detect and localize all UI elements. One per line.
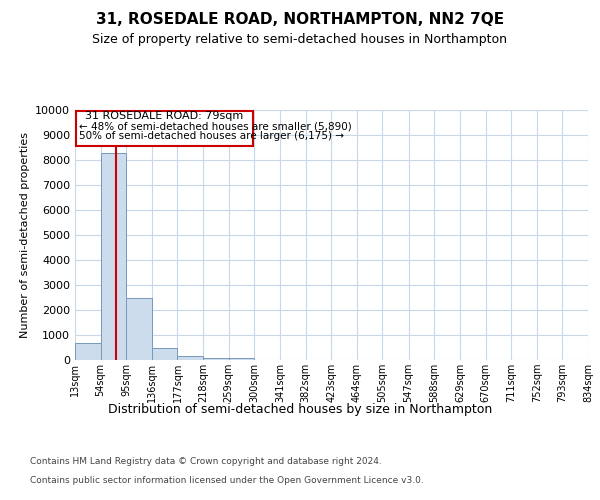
Bar: [126, 298, 152, 360]
Text: Contains public sector information licensed under the Open Government Licence v3: Contains public sector information licen…: [30, 476, 424, 485]
Bar: [75, 342, 101, 360]
Text: 31, ROSEDALE ROAD, NORTHAMPTON, NN2 7QE: 31, ROSEDALE ROAD, NORTHAMPTON, NN2 7QE: [96, 12, 504, 28]
Bar: [178, 356, 203, 360]
Bar: [101, 152, 126, 360]
Text: 50% of semi-detached houses are larger (6,175) →: 50% of semi-detached houses are larger (…: [79, 131, 344, 141]
Y-axis label: Number of semi-detached properties: Number of semi-detached properties: [20, 132, 29, 338]
Text: Distribution of semi-detached houses by size in Northampton: Distribution of semi-detached houses by …: [108, 402, 492, 415]
Bar: [229, 358, 254, 360]
Bar: [76, 110, 253, 146]
Bar: [152, 348, 178, 360]
Bar: [203, 358, 229, 360]
Text: Contains HM Land Registry data © Crown copyright and database right 2024.: Contains HM Land Registry data © Crown c…: [30, 458, 382, 466]
Text: ← 48% of semi-detached houses are smaller (5,890): ← 48% of semi-detached houses are smalle…: [79, 121, 352, 131]
Text: Size of property relative to semi-detached houses in Northampton: Size of property relative to semi-detach…: [92, 32, 508, 46]
Text: 31 ROSEDALE ROAD: 79sqm: 31 ROSEDALE ROAD: 79sqm: [85, 112, 244, 121]
